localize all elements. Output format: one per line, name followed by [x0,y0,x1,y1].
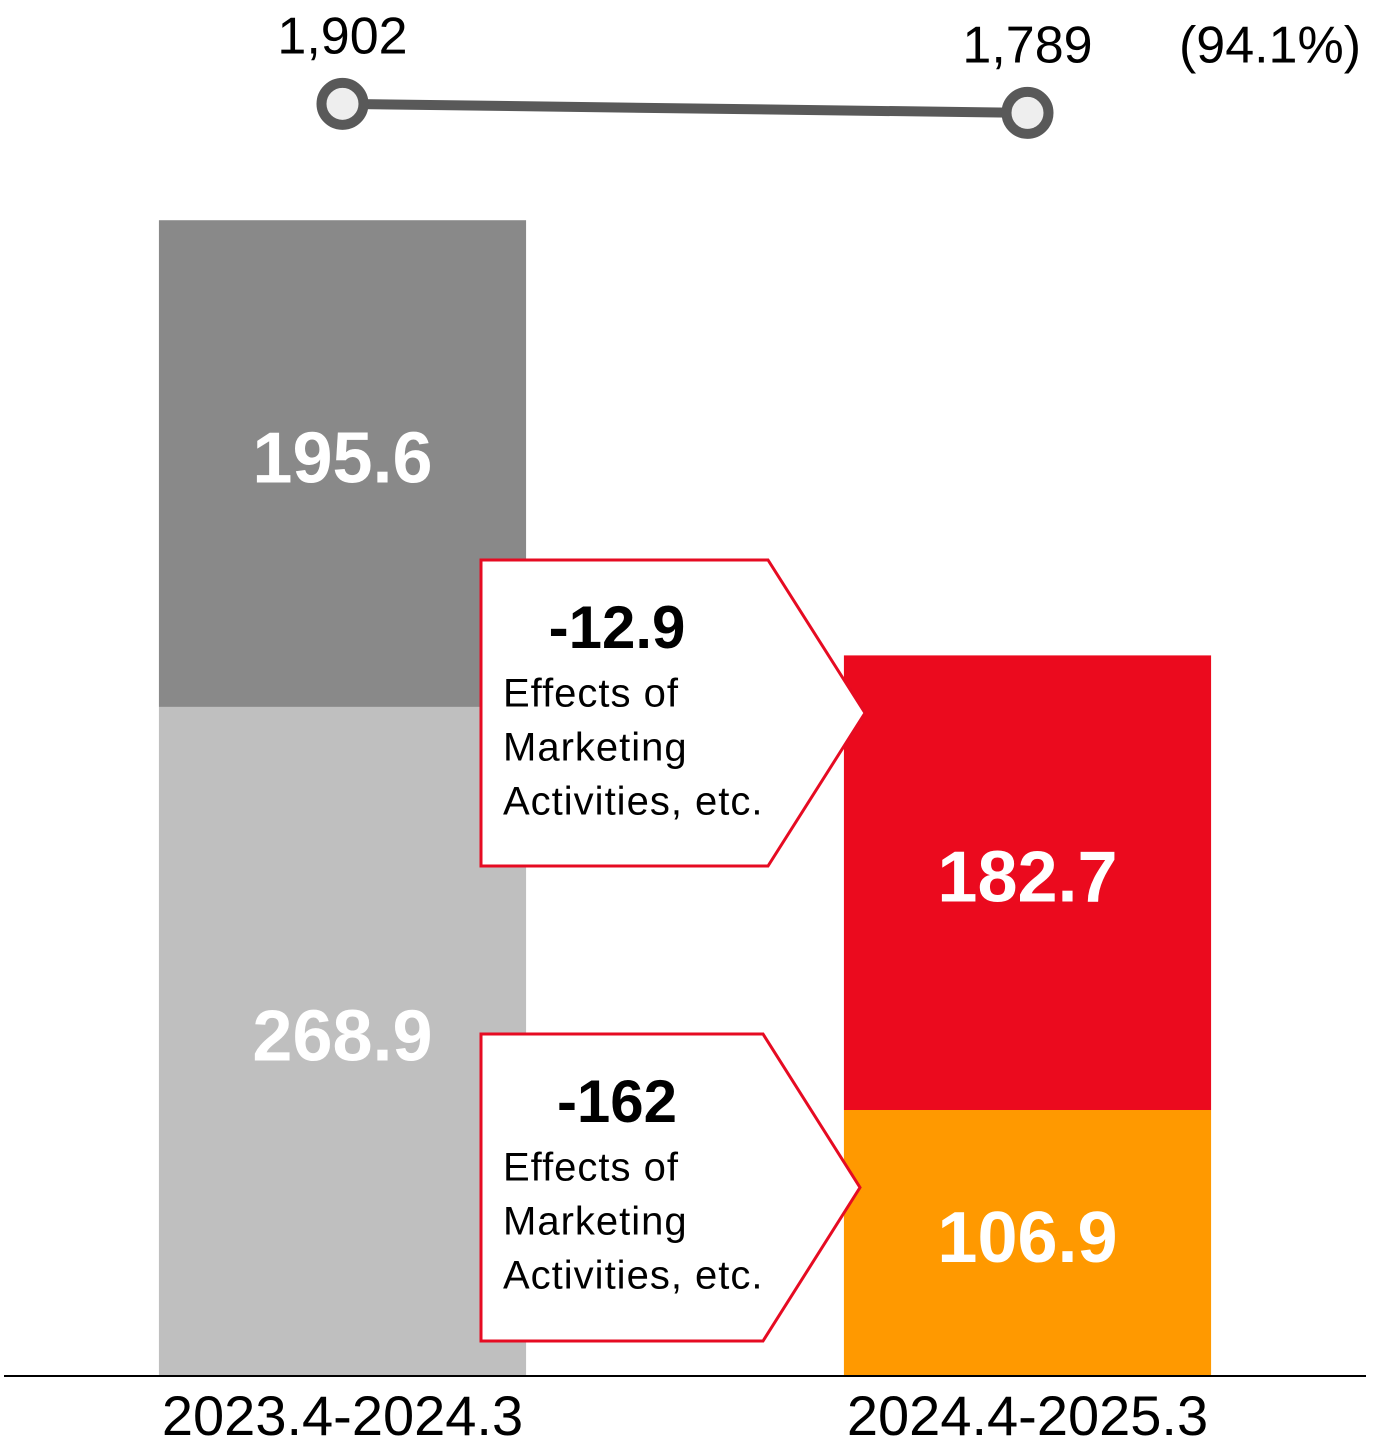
line [342,98,1028,118]
callout-text: Activities, etc. [503,780,764,824]
segment-label: 106.9 [937,1198,1117,1278]
callout-value: -162 [557,1068,677,1135]
segment-label: 268.9 [252,996,432,1076]
bar-segment [158,220,527,707]
x-tick-label: 2024.4-2025.3 [847,1384,1208,1447]
line-marker [316,77,369,130]
line-value-label: 1,789 [962,17,1092,75]
ratio-label: (94.1%) [1179,17,1361,75]
callout-text: Effects of [503,1146,679,1190]
segment-label: 182.7 [937,838,1117,918]
callout [479,558,867,868]
line-value-label: 1,902 [277,8,407,66]
x-tick-label: 2023.4-2024.3 [162,1384,523,1447]
bar-segment [843,1110,1212,1376]
callout-text: Activities, etc. [503,1254,764,1298]
callout-text: Marketing [503,1200,688,1244]
callout-text: Effects of [503,672,679,716]
segment-label: 195.6 [252,419,432,499]
callout [479,1032,862,1343]
line-marker [1001,86,1054,139]
bar-segment [158,706,527,1376]
callout-value: -12.9 [549,594,686,661]
callout-text: Marketing [503,726,688,770]
bar-segment [843,655,1212,1111]
